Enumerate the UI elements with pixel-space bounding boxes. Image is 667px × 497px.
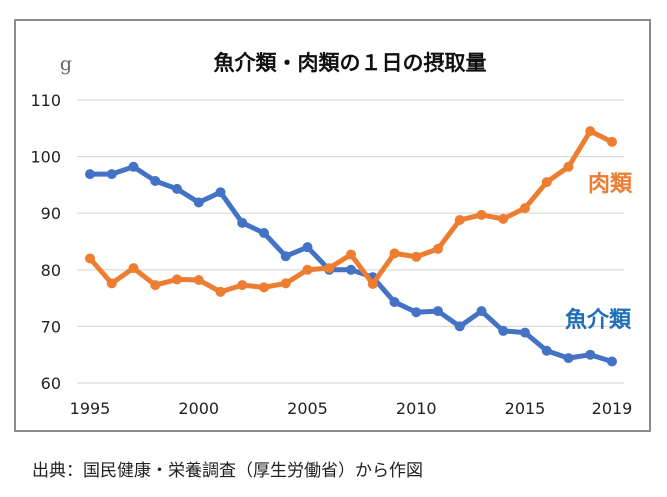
data-point xyxy=(128,161,139,172)
data-point xyxy=(193,197,204,208)
chart-frame xyxy=(14,19,651,432)
y-tick-label: 90 xyxy=(41,204,61,223)
x-tick-label: 2005 xyxy=(287,399,328,418)
data-point xyxy=(476,306,487,317)
data-point xyxy=(215,187,226,198)
data-point xyxy=(433,306,443,317)
x-tick-label: 2019 xyxy=(592,399,633,418)
data-point xyxy=(541,177,552,188)
x-tick-label: 2000 xyxy=(178,399,219,418)
data-point xyxy=(585,349,596,360)
y-tick-label: 80 xyxy=(41,261,61,280)
y-tick-label: 60 xyxy=(41,374,61,393)
data-point xyxy=(106,278,117,289)
data-point xyxy=(237,280,248,291)
data-point xyxy=(172,183,182,194)
data-point xyxy=(172,274,182,285)
data-point xyxy=(106,169,117,180)
data-point xyxy=(476,209,487,220)
data-point xyxy=(128,263,139,274)
y-tick-label: 100 xyxy=(30,148,61,167)
y-axis-unit-label: g xyxy=(60,53,72,75)
data-point xyxy=(498,213,509,224)
data-point xyxy=(520,203,530,214)
data-point xyxy=(541,345,552,356)
data-point xyxy=(280,251,291,262)
series-group xyxy=(85,126,617,367)
data-point xyxy=(259,228,269,239)
data-point xyxy=(237,217,248,228)
y-tick-label: 70 xyxy=(41,317,61,336)
data-point xyxy=(389,248,400,259)
data-point xyxy=(411,251,422,262)
data-point xyxy=(607,136,617,147)
series-label-meat: 肉類 xyxy=(588,172,633,197)
data-point xyxy=(585,126,596,137)
data-point xyxy=(259,282,269,293)
gridlines xyxy=(77,99,624,384)
data-point xyxy=(454,214,465,225)
data-point xyxy=(346,264,356,275)
chart-title: 魚介類・肉類の１日の摂取量 xyxy=(214,51,487,75)
x-tick-label: 2015 xyxy=(505,399,546,418)
data-point xyxy=(193,274,204,285)
x-tick-label: 1995 xyxy=(70,399,111,418)
data-point xyxy=(520,327,530,338)
data-point xyxy=(85,169,95,180)
data-point xyxy=(563,161,574,172)
x-axis-ticks: 1995 2000 2005 2010 2015 2019 xyxy=(70,399,633,418)
data-point xyxy=(389,297,400,308)
data-point xyxy=(454,321,465,332)
data-point xyxy=(411,307,422,318)
data-point xyxy=(85,253,95,264)
data-point xyxy=(324,263,335,274)
data-point xyxy=(302,242,313,253)
data-point xyxy=(302,264,313,275)
data-point xyxy=(498,325,509,336)
series-meat xyxy=(85,126,617,297)
data-point xyxy=(367,278,378,289)
x-tick-label: 2010 xyxy=(396,399,437,418)
series-fish xyxy=(85,161,617,367)
data-point xyxy=(346,249,356,260)
data-point xyxy=(563,353,574,364)
y-axis-ticks: 60 70 80 90 100 110 xyxy=(30,91,61,393)
data-point xyxy=(280,278,291,289)
series-label-fish: 魚介類 xyxy=(565,307,632,333)
data-point xyxy=(150,280,161,291)
line-chart: 魚介類・肉類の１日の摂取量 g 60 70 80 90 100 110 1995 2000 2… xyxy=(30,51,633,418)
data-point xyxy=(215,286,226,297)
y-tick-label: 110 xyxy=(30,91,61,110)
data-point xyxy=(150,175,161,186)
data-point xyxy=(607,356,617,367)
source-caption: 出典：国民健康・栄養調査（厚生労働省）から作図 xyxy=(32,461,423,481)
data-point xyxy=(433,243,443,254)
